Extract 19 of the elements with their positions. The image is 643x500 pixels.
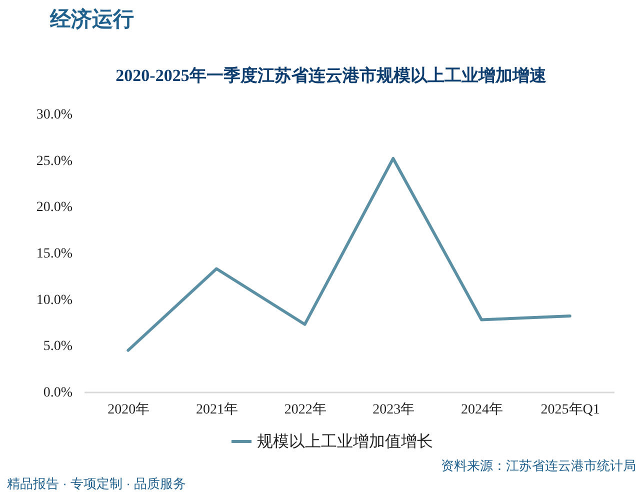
y-tick-label: 25.0% [36,154,73,169]
y-tick-label: 30.0% [36,108,73,122]
x-tick-label: 2021年 [196,402,238,418]
chart-title: 2020-2025年一季度江苏省连云港市规模以上工业增加增速 [116,66,546,85]
y-tick-label: 10.0% [36,292,73,308]
legend-label: 规模以上工业增加值增长 [257,432,433,450]
x-tick-label: 2024年 [461,402,503,418]
x-tick-label: 2020年 [108,402,150,418]
y-tick-label: 5.0% [43,339,73,354]
line-series [126,156,572,352]
y-tick-label: 15.0% [36,246,73,262]
text: 经济运行 [49,7,134,31]
x-tick-label: 2025年Q1 [540,402,600,418]
text: 资料来源：江苏省连云港市统计局 [441,458,636,473]
y-tick-label: 20.0% [36,200,73,216]
x-tick-label: 2022年 [284,402,326,418]
text: 精品报告 · 专项定制 · 品质服务 [7,476,186,491]
x-tick-label: 2023年 [372,402,415,418]
y-tick-label: 0.0% [43,386,73,400]
